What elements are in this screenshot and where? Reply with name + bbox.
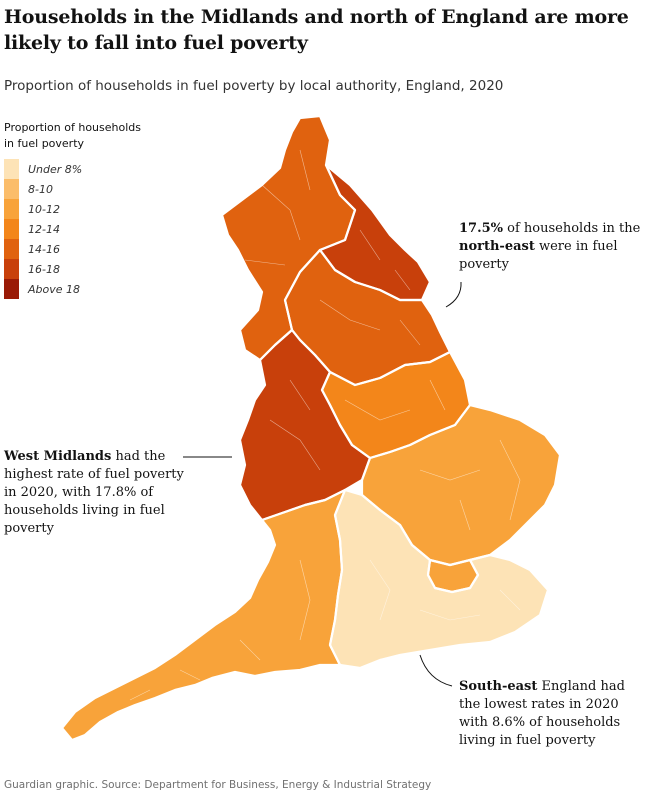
legend-swatch [4, 159, 19, 179]
annotation-wm-region: West Midlands [4, 449, 112, 464]
region-outline [60, 488, 347, 742]
legend-item: 12-14 [4, 219, 154, 239]
legend-swatch [4, 219, 19, 239]
district-borders [129, 149, 521, 701]
legend-item: 14-16 [4, 239, 154, 259]
legend-swatch [4, 279, 19, 299]
annotation-west-midlands: West Midlands had the highest rate of fu… [4, 448, 189, 538]
annotation-south-east: South-east England had the lowest rates … [459, 678, 649, 750]
source-credit: Guardian graphic. Source: Department for… [4, 779, 432, 791]
legend-title-line1: Proportion of households [4, 121, 141, 134]
annotation-north-east: 17.5% of households in the north-east we… [459, 220, 649, 274]
annotation-ne-text2: were in fuel poverty [459, 239, 618, 272]
legend-item: 8-10 [4, 179, 154, 199]
legend-swatch [4, 259, 19, 279]
legend-label: Above 18 [28, 282, 81, 296]
annotation-ne-pct: 17.5% [459, 221, 504, 236]
annotation-wm-text: had the highest rate of fuel poverty in … [4, 449, 184, 536]
legend-label: 16-18 [28, 262, 60, 276]
legend-label: Under 8% [28, 162, 83, 176]
leader-line-north-east [445, 281, 462, 308]
legend-swatch [4, 179, 19, 199]
annotation-se-region: South-east [459, 679, 538, 694]
legend-item: 10-12 [4, 199, 154, 219]
chart-subtitle: Proportion of households in fuel poverty… [4, 78, 504, 94]
legend-label: 10-12 [28, 202, 60, 216]
legend-items: Under 8% 8-10 10-12 12-14 14-16 16-18 Above 18 [4, 159, 154, 299]
legend-title-line2: in fuel poverty [4, 137, 85, 150]
legend-swatch [4, 199, 19, 219]
legend-label: 8-10 [28, 182, 53, 196]
map-legend: Proportion of households in fuel poverty… [4, 120, 154, 299]
legend-swatch [4, 239, 19, 259]
legend-label: 12-14 [28, 222, 60, 236]
leader-line-south-east [419, 654, 453, 687]
annotation-se-text: England had the lowest rates in 2020 wit… [459, 679, 625, 748]
annotation-ne-region: north-east [459, 239, 535, 254]
legend-item: Under 8% [4, 159, 154, 179]
legend-item: Above 18 [4, 279, 154, 299]
legend-item: 16-18 [4, 259, 154, 279]
legend-title: Proportion of households in fuel poverty [4, 120, 154, 152]
chart-title: Households in the Midlands and north of … [4, 6, 629, 54]
region-outlines [60, 114, 562, 742]
legend-label: 14-16 [28, 242, 60, 256]
annotation-ne-text1: of households in the [503, 221, 641, 236]
